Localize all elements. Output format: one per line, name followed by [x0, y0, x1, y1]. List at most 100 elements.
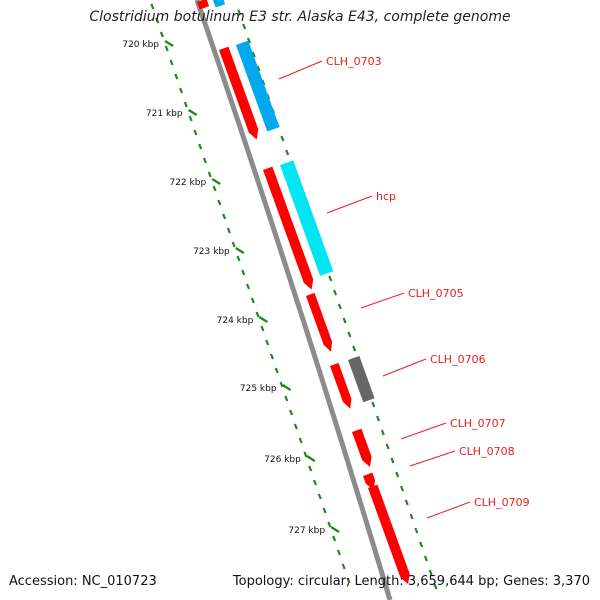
kbp-scale: 720 kbp 721 kbp 722 kbp 723 kbp 724 kbp 725 k… — [122, 39, 340, 536]
cds-reverse-feature — [280, 160, 334, 276]
gc-dot-outer — [376, 415, 381, 422]
gc-dot-outer — [242, 23, 247, 30]
kbp-tick — [187, 108, 198, 117]
gc-dot-inner — [293, 423, 298, 430]
other-feature — [348, 355, 375, 403]
kbp-tick-label: 723 kbp — [193, 247, 230, 257]
cds-forward-feature — [330, 362, 352, 409]
kbp-tick — [281, 383, 292, 392]
gc-dot-inner — [274, 367, 279, 374]
gc-dot-outer — [399, 485, 405, 492]
kbp-tick — [164, 39, 174, 48]
gc-dot-inner — [279, 381, 284, 388]
gc-dot-inner — [155, 17, 160, 24]
gc-dot-outer — [433, 583, 438, 590]
gc-dot-inner — [327, 521, 332, 528]
kbp-tick-label: 724 kbp — [217, 316, 254, 326]
cds-reverse-feature — [236, 40, 280, 132]
cds-forward-feature — [219, 46, 259, 140]
gc-dot-outer — [246, 37, 251, 44]
gc-dot-inner — [317, 493, 322, 500]
kbp-tick — [330, 525, 340, 534]
gc-dot-outer — [237, 9, 242, 16]
genome-summary: Topology: circular; Length: 3,659,644 bp… — [232, 574, 590, 589]
gc-dot-outer — [328, 275, 333, 282]
gc-dot-inner — [269, 353, 274, 360]
gc-dot-inner — [212, 185, 217, 192]
gc-dot-inner — [289, 409, 294, 416]
gc-dot-inner — [183, 101, 188, 108]
gc-dot-inner — [298, 437, 303, 444]
gc-dot-outer — [347, 331, 352, 338]
gc-dot-outer — [251, 51, 256, 58]
gc-dot-inner — [193, 129, 198, 136]
gene-label: CLH_0709 — [474, 496, 530, 509]
kbp-tick — [235, 246, 245, 255]
gc-dot-inner — [226, 227, 231, 234]
gc-dot-inner — [308, 465, 313, 472]
gc-dot-inner — [236, 255, 241, 262]
gc-dot-inner — [336, 549, 341, 556]
cds-forward-feature — [368, 484, 410, 585]
gc-dot-inner — [179, 87, 184, 94]
genome-backbone — [194, 0, 393, 600]
kbp-tick-label: 720 kbp — [122, 40, 159, 50]
gc-dot-outer — [404, 499, 409, 506]
gc-dot-inner — [164, 45, 169, 52]
gc-dot-inner — [222, 213, 227, 220]
gc-dot-outer — [352, 345, 357, 352]
gene-leader-line — [400, 422, 447, 440]
kbp-tick-label: 722 kbp — [169, 178, 206, 188]
gc-dot-inner — [303, 451, 308, 458]
gc-dot-inner — [207, 171, 212, 178]
gc-dot-outer — [380, 429, 385, 436]
gc-dot-outer — [409, 513, 414, 520]
cds-forward-feature — [197, 0, 210, 10]
gc-dot-inner — [188, 115, 193, 122]
cds-forward-feature — [263, 166, 314, 290]
gc-dot-outer — [390, 457, 395, 464]
map-title: Clostridium botulinum E3 str. Alaska E43… — [89, 9, 511, 25]
cds-forward-feature — [352, 428, 372, 467]
gc-dot-inner — [346, 577, 351, 584]
kbp-tick-label: 727 kbp — [288, 526, 325, 536]
gc-dot-inner — [150, 3, 155, 10]
cds-forward-feature — [306, 292, 333, 352]
gc-dot-inner — [265, 339, 270, 346]
gene-label: CLH_0708 — [459, 445, 515, 458]
gc-dot-inner — [174, 73, 179, 80]
gc-dot-inner — [312, 479, 318, 486]
gc-dot-inner — [246, 283, 251, 290]
accession-text: Accession: NC_010723 — [9, 574, 157, 589]
gc-dot-outer — [419, 541, 424, 548]
gene-label: hcp — [376, 190, 396, 203]
gc-dot-outer — [423, 555, 428, 562]
gc-dot-inner — [284, 395, 289, 402]
gc-dot-outer — [337, 303, 342, 310]
gc-dot-outer — [333, 289, 338, 296]
gene-label: CLH_0703 — [326, 55, 382, 68]
gc-dot-inner — [322, 507, 327, 514]
kbp-tick — [306, 454, 316, 463]
gc-dot-outer — [280, 135, 285, 142]
gene-label: CLH_0706 — [430, 353, 486, 366]
kbp-tick-label: 725 kbp — [240, 384, 277, 394]
gc-dot-inner — [332, 535, 337, 542]
feature-track — [197, 0, 410, 585]
gc-dot-inner — [231, 241, 236, 248]
gc-dot-outer — [414, 527, 419, 534]
gc-dot-inner — [202, 157, 208, 164]
gc-dot-inner — [198, 143, 203, 150]
gc-dot-inner — [255, 311, 260, 318]
gc-dot-inner — [241, 269, 246, 276]
kbp-tick-label: 721 kbp — [146, 109, 183, 119]
gene-leader-line — [360, 292, 405, 309]
gc-dot-inner — [217, 199, 222, 206]
gc-dot-inner — [159, 31, 164, 38]
gc-dot-outer — [371, 401, 376, 408]
gene-leader-line — [409, 450, 456, 467]
gc-dot-outer — [256, 65, 261, 72]
gc-dot-outer — [385, 443, 390, 450]
